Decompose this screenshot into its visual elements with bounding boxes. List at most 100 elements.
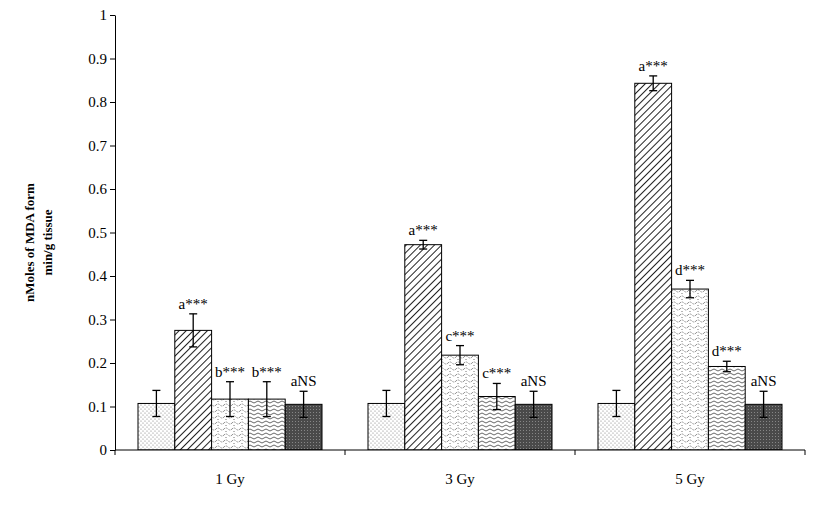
series xyxy=(175,76,672,450)
error-cap xyxy=(300,391,308,392)
y-tick: 1 xyxy=(100,7,116,23)
tick-label: 0.6 xyxy=(88,181,107,197)
group-separator xyxy=(345,450,346,455)
bar xyxy=(635,83,672,450)
error-stem xyxy=(266,382,267,417)
error-stem xyxy=(386,390,387,416)
error-bar xyxy=(723,361,731,371)
error-cap xyxy=(226,416,234,417)
error-cap xyxy=(152,416,160,417)
error-stem xyxy=(616,390,617,416)
y-tick: 0.9 xyxy=(88,51,115,67)
group-separator xyxy=(575,450,576,455)
y-tick: 0.6 xyxy=(88,181,115,197)
y-tick: 0.8 xyxy=(88,94,115,110)
tick-label: 0.7 xyxy=(88,138,107,154)
error-bar xyxy=(419,240,427,249)
y-axis: 00.10.20.30.40.50.60.70.80.91 xyxy=(88,7,115,458)
tick-mark xyxy=(110,276,115,277)
annotation: b*** xyxy=(215,364,245,380)
bar xyxy=(672,289,709,450)
annotation: a*** xyxy=(409,222,438,238)
series xyxy=(285,391,782,450)
y-axis-line xyxy=(115,16,116,451)
error-cap xyxy=(760,391,768,392)
error-cap xyxy=(382,390,390,391)
bar xyxy=(708,366,745,450)
error-cap xyxy=(649,75,657,76)
error-cap xyxy=(456,364,464,365)
y-tick: 0.1 xyxy=(88,399,115,415)
error-cap xyxy=(723,371,731,372)
plot-area xyxy=(138,76,782,450)
tick-label: 0.8 xyxy=(88,94,107,110)
tick-label: 0.5 xyxy=(88,225,107,241)
annotation: aNS xyxy=(291,373,317,389)
error-bar xyxy=(493,383,501,409)
y-tick: 0.3 xyxy=(88,312,115,328)
error-bar xyxy=(530,391,538,417)
tick-mark xyxy=(110,189,115,190)
tick-mark xyxy=(110,233,115,234)
annotation: d*** xyxy=(675,262,705,278)
error-stem xyxy=(653,76,654,91)
annotation: b*** xyxy=(252,364,282,380)
error-cap xyxy=(612,416,620,417)
error-cap xyxy=(300,417,308,418)
bar xyxy=(442,355,479,450)
error-cap xyxy=(189,313,197,314)
annotation: a*** xyxy=(179,296,208,312)
error-cap xyxy=(189,346,197,347)
tick-mark xyxy=(110,407,115,408)
error-cap xyxy=(226,381,234,382)
series xyxy=(212,280,709,450)
tick-mark xyxy=(110,15,115,16)
error-cap xyxy=(493,409,501,410)
annotation: aNS xyxy=(751,373,777,389)
error-bar xyxy=(300,391,308,417)
error-bar xyxy=(263,382,271,417)
tick-mark xyxy=(110,102,115,103)
error-cap xyxy=(530,391,538,392)
series xyxy=(248,361,745,450)
annotations: a***a***a***b***c***d***b***c***d***aNSa… xyxy=(179,58,777,389)
error-bar xyxy=(686,280,694,297)
error-bar xyxy=(382,390,390,416)
error-stem xyxy=(229,382,230,417)
chart: a***a***a***b***c***d***b***c***d***aNSa… xyxy=(0,0,826,505)
error-cap xyxy=(263,381,271,382)
annotation: aNS xyxy=(521,373,547,389)
error-cap xyxy=(263,416,271,417)
tick-mark xyxy=(110,363,115,364)
error-cap xyxy=(493,383,501,384)
x-axis: 1 Gy3 Gy5 Gy xyxy=(115,450,805,487)
tick-mark xyxy=(110,59,115,60)
error-stem xyxy=(193,314,194,347)
annotation: c*** xyxy=(445,328,474,344)
group-separator xyxy=(805,450,806,455)
y-tick: 0.7 xyxy=(88,138,115,154)
tick-label: 1 xyxy=(100,7,108,23)
annotation: d*** xyxy=(712,343,742,359)
y-axis-title: nMoles of MDA form xyxy=(22,183,37,302)
tick-mark xyxy=(110,450,115,451)
error-stem xyxy=(726,361,727,371)
tick-mark xyxy=(110,146,115,147)
error-cap xyxy=(152,390,160,391)
error-cap xyxy=(612,390,620,391)
bar xyxy=(405,245,442,450)
error-cap xyxy=(382,416,390,417)
error-cap xyxy=(760,417,768,418)
category-label: 5 Gy xyxy=(675,471,705,487)
series xyxy=(138,390,635,450)
error-cap xyxy=(456,345,464,346)
error-stem xyxy=(459,346,460,365)
error-cap xyxy=(686,297,694,298)
error-cap xyxy=(723,361,731,362)
y-tick: 0.2 xyxy=(88,355,115,371)
tick-label: 0.4 xyxy=(88,268,107,284)
tick-label: 0.1 xyxy=(88,399,107,415)
bar xyxy=(175,330,212,450)
error-bar xyxy=(612,390,620,416)
error-cap xyxy=(419,248,427,249)
